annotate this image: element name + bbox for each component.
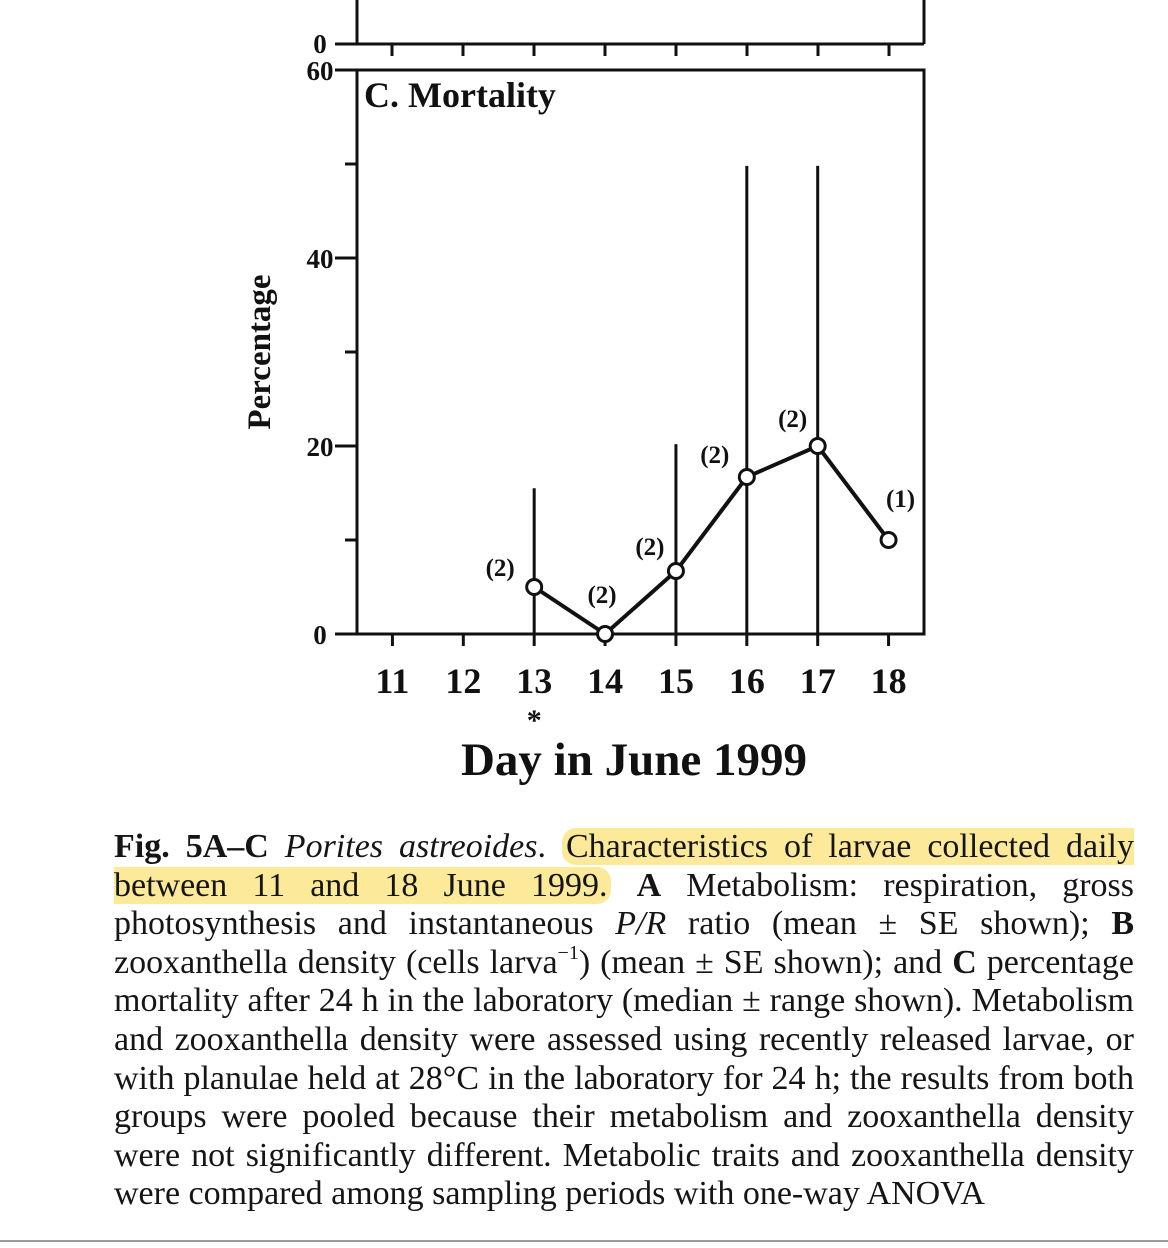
x-tick-label-13: 13 <box>516 661 552 701</box>
sample-size-label-day-15: (2) <box>635 534 664 561</box>
caption-a-label: A <box>636 866 662 904</box>
caption-c-text: percentage mortality after 24 h in the l… <box>114 943 1134 1213</box>
asterisk-marker: * <box>527 704 542 737</box>
x-tick-label-17: 17 <box>800 661 836 701</box>
data-point-day-15 <box>666 562 685 581</box>
y-tick-label-0: 0 <box>313 620 327 650</box>
x-tick-label-18: 18 <box>871 661 907 701</box>
caption-c-label: C <box>952 943 977 981</box>
sample-size-label-day-17: (2) <box>778 406 807 433</box>
caption-a-text: Metabolism: respiration, gross photosynt… <box>114 866 1134 943</box>
data-point-day-18 <box>879 531 898 549</box>
caption-b-superscript: −1 <box>557 941 579 964</box>
panel-title: C. Mortality <box>364 75 556 115</box>
caption-b-text: zooxanthella density (cells larva <box>114 943 558 981</box>
x-tick-label-15: 15 <box>658 661 694 701</box>
y-tick-label-40: 40 <box>307 244 334 274</box>
data-point-day-14 <box>596 625 615 643</box>
data-point-day-13 <box>525 578 544 596</box>
panel-b-remnant <box>335 0 926 56</box>
page-bottom-rule <box>0 1240 1168 1242</box>
x-tick-label-12: 12 <box>445 661 481 701</box>
y-axis-label: Percentage <box>242 274 278 429</box>
panel-b-zero-tick-label: 0 <box>313 29 327 59</box>
mortality-series-line <box>533 444 891 636</box>
caption-species: Porites astreoides <box>284 828 538 865</box>
y-tick-label-60: 60 <box>307 56 334 86</box>
x-tick-label-11: 11 <box>375 661 409 701</box>
x-tick-label-14: 14 <box>587 661 623 701</box>
data-point-day-17 <box>808 437 827 455</box>
caption-fig-label: Fig. 5A–C <box>114 828 269 865</box>
caption-b-label: B <box>1111 905 1134 943</box>
y-tick-label-20: 20 <box>307 432 334 462</box>
sample-size-label-day-13: (2) <box>486 555 515 582</box>
sample-size-label-day-16: (2) <box>700 442 729 469</box>
sample-size-label-day-14: (2) <box>587 582 616 609</box>
caption-pr-ratio: P/R <box>615 905 667 943</box>
caption-a-text2: ratio (mean ± SE shown); <box>687 905 1090 943</box>
data-point-day-16 <box>737 468 756 487</box>
figure-caption: Fig. 5A–C Porites astreoides. Characteri… <box>114 828 1134 1213</box>
x-axis-label: Day in June 1999 <box>461 734 807 786</box>
x-tick-label-16: 16 <box>729 661 765 701</box>
sample-size-label-day-18: (1) <box>886 486 915 513</box>
caption-b-text2: ) (mean ± SE shown); and <box>578 943 943 981</box>
mortality-chart: 0 C. Mortality Percentage Day in June 19… <box>242 0 926 786</box>
